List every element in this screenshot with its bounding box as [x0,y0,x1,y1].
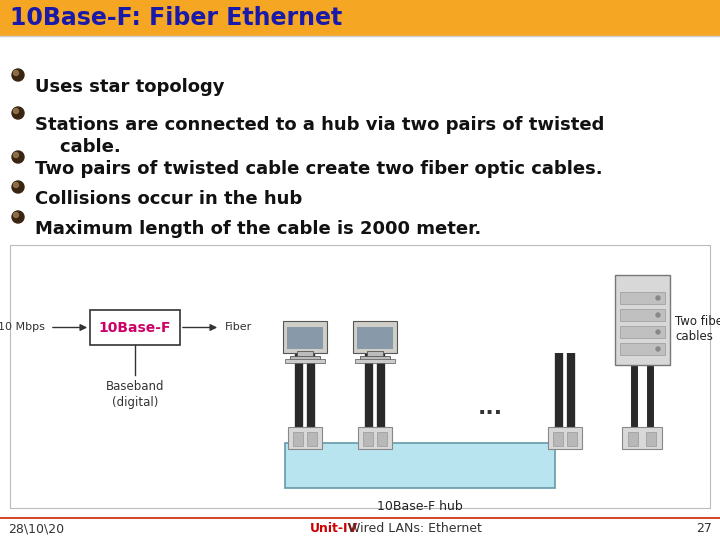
Circle shape [12,211,24,223]
Bar [357,327,393,349]
Text: Two pairs of twisted cable create two fiber optic cables.: Two pairs of twisted cable create two fi… [35,160,603,178]
Text: Baseband
(digital): Baseband (digital) [106,380,164,409]
Bar [10,245,710,508]
Circle shape [12,151,24,163]
Bar [377,432,387,446]
Bar [567,432,577,446]
Bar [622,427,662,449]
Text: 10 Mbps: 10 Mbps [0,322,45,333]
Text: Stations are connected to a hub via two pairs of twisted
    cable.: Stations are connected to a hub via two … [35,116,604,156]
Bar [360,356,390,360]
Circle shape [14,152,19,158]
Text: 28\10\20: 28\10\20 [8,523,64,536]
Text: Uses star topology: Uses star topology [35,78,225,96]
Bar [646,432,656,446]
Text: 10Base-F: Fiber Ethernet: 10Base-F: Fiber Ethernet [10,6,342,30]
Bar [553,432,563,446]
Text: 27: 27 [696,523,712,536]
Bar [628,432,638,446]
Bar [620,309,665,321]
Bar [290,356,320,360]
Bar [358,427,392,449]
Bar [548,427,582,449]
Bar [90,310,180,345]
Circle shape [14,213,19,218]
Text: Maximum length of the cable is 2000 meter.: Maximum length of the cable is 2000 mete… [35,220,481,238]
Text: Wired LANs: Ethernet: Wired LANs: Ethernet [344,523,482,536]
Circle shape [14,109,19,113]
Bar [285,443,555,488]
Text: ...: ... [477,398,503,418]
Bar [297,351,313,357]
Bar [355,359,395,363]
Text: 10Base-F hub: 10Base-F hub [377,500,463,513]
Text: Collisions occur in the hub: Collisions occur in the hub [35,190,302,208]
Circle shape [14,183,19,187]
Text: Two fiber-optic
cables: Two fiber-optic cables [675,314,720,343]
Circle shape [656,347,660,351]
Bar [363,432,373,446]
Bar [283,321,327,353]
Bar [285,359,325,363]
Circle shape [14,71,19,76]
Bar [307,432,317,446]
Bar [620,292,665,304]
Circle shape [12,69,24,81]
Circle shape [12,181,24,193]
Bar [293,432,303,446]
Bar [615,275,670,365]
Bar [353,321,397,353]
Bar [288,427,322,449]
Circle shape [656,313,660,317]
Circle shape [12,107,24,119]
Circle shape [656,296,660,300]
Text: Fiber: Fiber [225,322,252,333]
Text: Unit-IV: Unit-IV [310,523,358,536]
Bar [0,0,720,36]
Bar [620,326,665,338]
Text: 10Base-F: 10Base-F [99,321,171,334]
Bar [287,327,323,349]
Circle shape [656,330,660,334]
Bar [367,351,383,357]
Bar [620,343,665,355]
